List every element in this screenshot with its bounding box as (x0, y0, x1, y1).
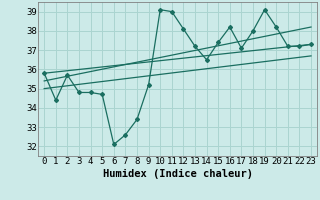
X-axis label: Humidex (Indice chaleur): Humidex (Indice chaleur) (103, 168, 252, 179)
